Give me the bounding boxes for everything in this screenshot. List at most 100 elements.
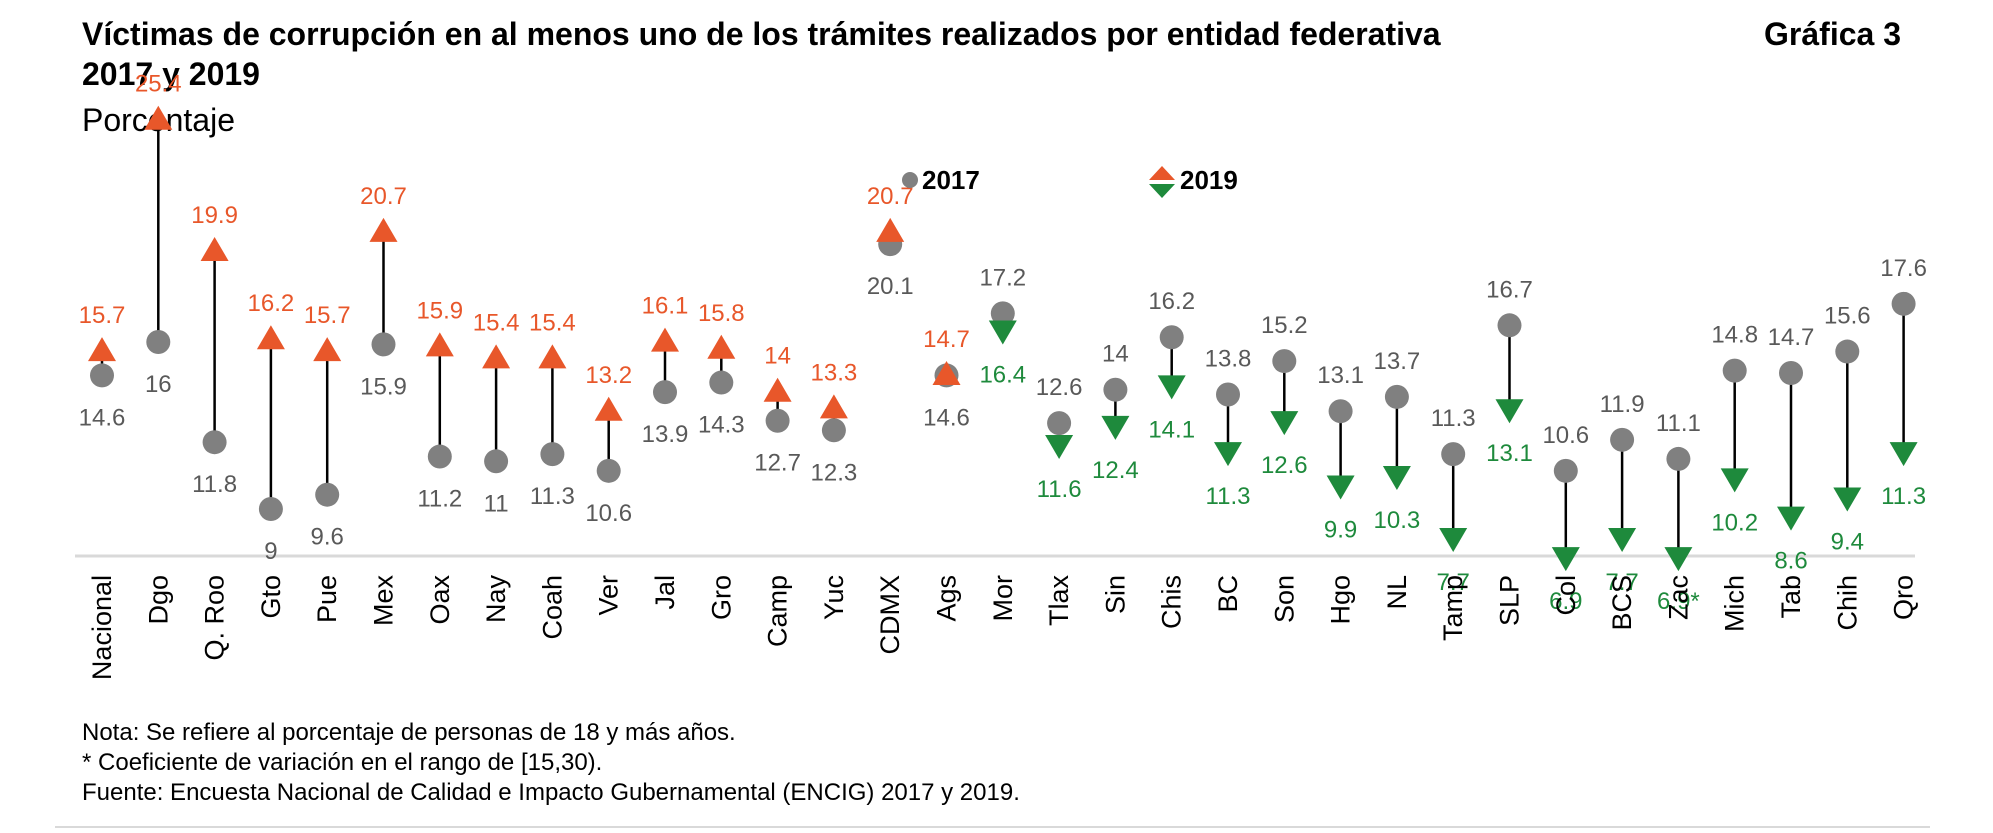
marker-2017 (821, 418, 846, 443)
category-label: Gto (256, 575, 286, 619)
marker-2017 (990, 301, 1015, 326)
value-label-2019: 16.4 (979, 361, 1026, 388)
value-label-2019: 14.1 (1148, 416, 1195, 443)
value-label-2019: 11.6 (1037, 476, 1082, 503)
dumbbell-chart: 14.6 15.7 Nacional 16 25.4 Dgo 11.8 19.9 Q. Roo 9… (75, 71, 1927, 680)
value-label-2019: 11.3 (1881, 483, 1926, 510)
marker-2017 (1553, 458, 1578, 483)
marker-2017 (1441, 442, 1466, 467)
value-label-2017: 11 (484, 490, 509, 517)
marker-2019 (1326, 475, 1355, 500)
marker-2017 (1328, 399, 1353, 424)
value-label-2017: 15.9 (360, 373, 407, 400)
marker-2017 (765, 408, 790, 433)
value-label-2017: 16.7 (1486, 276, 1533, 303)
category-label: Chih (1832, 575, 1862, 631)
category-label: Son (1269, 575, 1299, 623)
value-label-2019: 15.8 (698, 300, 745, 327)
value-label-2017: 9.6 (311, 524, 344, 551)
category-label: Hgo (1326, 575, 1356, 625)
marker-2019 (313, 337, 342, 362)
category-label: BCS (1607, 575, 1637, 631)
value-label-2017: 12.7 (754, 450, 801, 477)
marker-2019 (1157, 375, 1186, 400)
value-label-2019: 10.2 (1711, 509, 1758, 536)
value-label-2019: 15.4 (529, 309, 576, 336)
value-label-2019: 12.6 (1261, 452, 1308, 479)
marker-2019 (1551, 547, 1580, 572)
marker-2019 (763, 377, 792, 402)
category-label: Pue (312, 575, 342, 623)
value-label-2017: 15.6 (1824, 303, 1871, 330)
marker-2019 (144, 105, 173, 130)
category-label: Zac (1663, 575, 1693, 620)
value-label-2019: 6.9 (1549, 588, 1582, 615)
value-label-2019: 12.4 (1092, 457, 1139, 484)
value-label-2017: 20.1 (867, 273, 914, 300)
category-label: Nay (481, 575, 511, 624)
marker-2017 (1497, 313, 1522, 338)
marker-2017 (1047, 411, 1072, 436)
marker-2019 (1777, 506, 1805, 531)
legend-label-2017: 2017 (922, 165, 980, 195)
marker-2017 (1666, 446, 1691, 471)
value-label-2019: 20.7 (360, 183, 407, 210)
category-label: Chis (1157, 575, 1187, 629)
value-label-2017: 11.1 (1656, 410, 1701, 437)
value-label-2017: 11.3 (1431, 405, 1476, 432)
value-label-2017: 13.1 (1317, 362, 1364, 389)
marker-2019 (594, 396, 623, 421)
source-text: Fuente: Encuesta Nacional de Calidad e I… (82, 779, 1020, 806)
value-label-2019: 6.9* (1657, 588, 1700, 615)
category-label: Dgo (143, 575, 173, 625)
value-label-2019: 15.7 (304, 302, 351, 329)
value-label-2019: 25.4 (135, 71, 182, 98)
marker-2017 (653, 380, 677, 405)
marker-2019 (1833, 487, 1862, 512)
marker-2019 (200, 236, 229, 261)
category-label: Ags (932, 575, 962, 622)
value-label-2019: 15.7 (79, 302, 126, 329)
marker-2017 (1835, 339, 1860, 364)
value-label-2019: 14 (764, 343, 791, 370)
legend-label-2019: 2019 (1180, 165, 1238, 195)
value-label-2017: 14.7 (1768, 324, 1815, 351)
value-label-2017: 13.7 (1374, 348, 1421, 375)
marker-2019 (988, 320, 1017, 345)
marker-2017 (202, 430, 227, 455)
marker-2017 (1216, 382, 1240, 407)
value-label-2017: 17.6 (1880, 255, 1927, 282)
value-label-2017: 17.2 (979, 264, 1026, 291)
marker-2019 (256, 325, 285, 350)
value-label-2017: 13.8 (1205, 345, 1252, 372)
category-label: Coah (537, 575, 567, 640)
marker-2019 (425, 332, 454, 357)
marker-2019 (1214, 442, 1242, 467)
value-label-2019: 19.9 (191, 202, 238, 229)
marker-2017 (484, 449, 509, 474)
marker-2019 (1664, 547, 1693, 572)
figure-label: Gráfica 3 (1764, 16, 1901, 52)
marker-2017 (1103, 377, 1128, 402)
marker-2017 (709, 370, 734, 395)
category-label: Ver (594, 575, 624, 616)
value-label-2017: 14.6 (79, 404, 126, 431)
value-label-2019: 7.7 (1437, 569, 1470, 596)
category-label: Tab (1776, 575, 1806, 619)
category-label: Tamp (1438, 575, 1468, 641)
value-label-2019: 20.7 (867, 183, 914, 210)
marker-2017 (1384, 384, 1409, 409)
value-label-2017: 9 (264, 538, 277, 565)
value-label-2019: 13.3 (811, 359, 858, 386)
marker-2017 (1891, 291, 1916, 316)
value-label-2017: 14 (1102, 341, 1129, 368)
marker-2019 (1382, 466, 1411, 491)
value-label-2017: 12.3 (811, 459, 858, 486)
category-label: Mich (1720, 575, 1750, 632)
value-label-2017: 10.6 (585, 500, 632, 527)
category-label: Oax (425, 575, 455, 625)
category-label: Nacional (87, 575, 117, 680)
marker-2019 (651, 327, 679, 352)
bottom-rule (55, 826, 1930, 828)
value-label-2017: 11.8 (192, 471, 237, 498)
